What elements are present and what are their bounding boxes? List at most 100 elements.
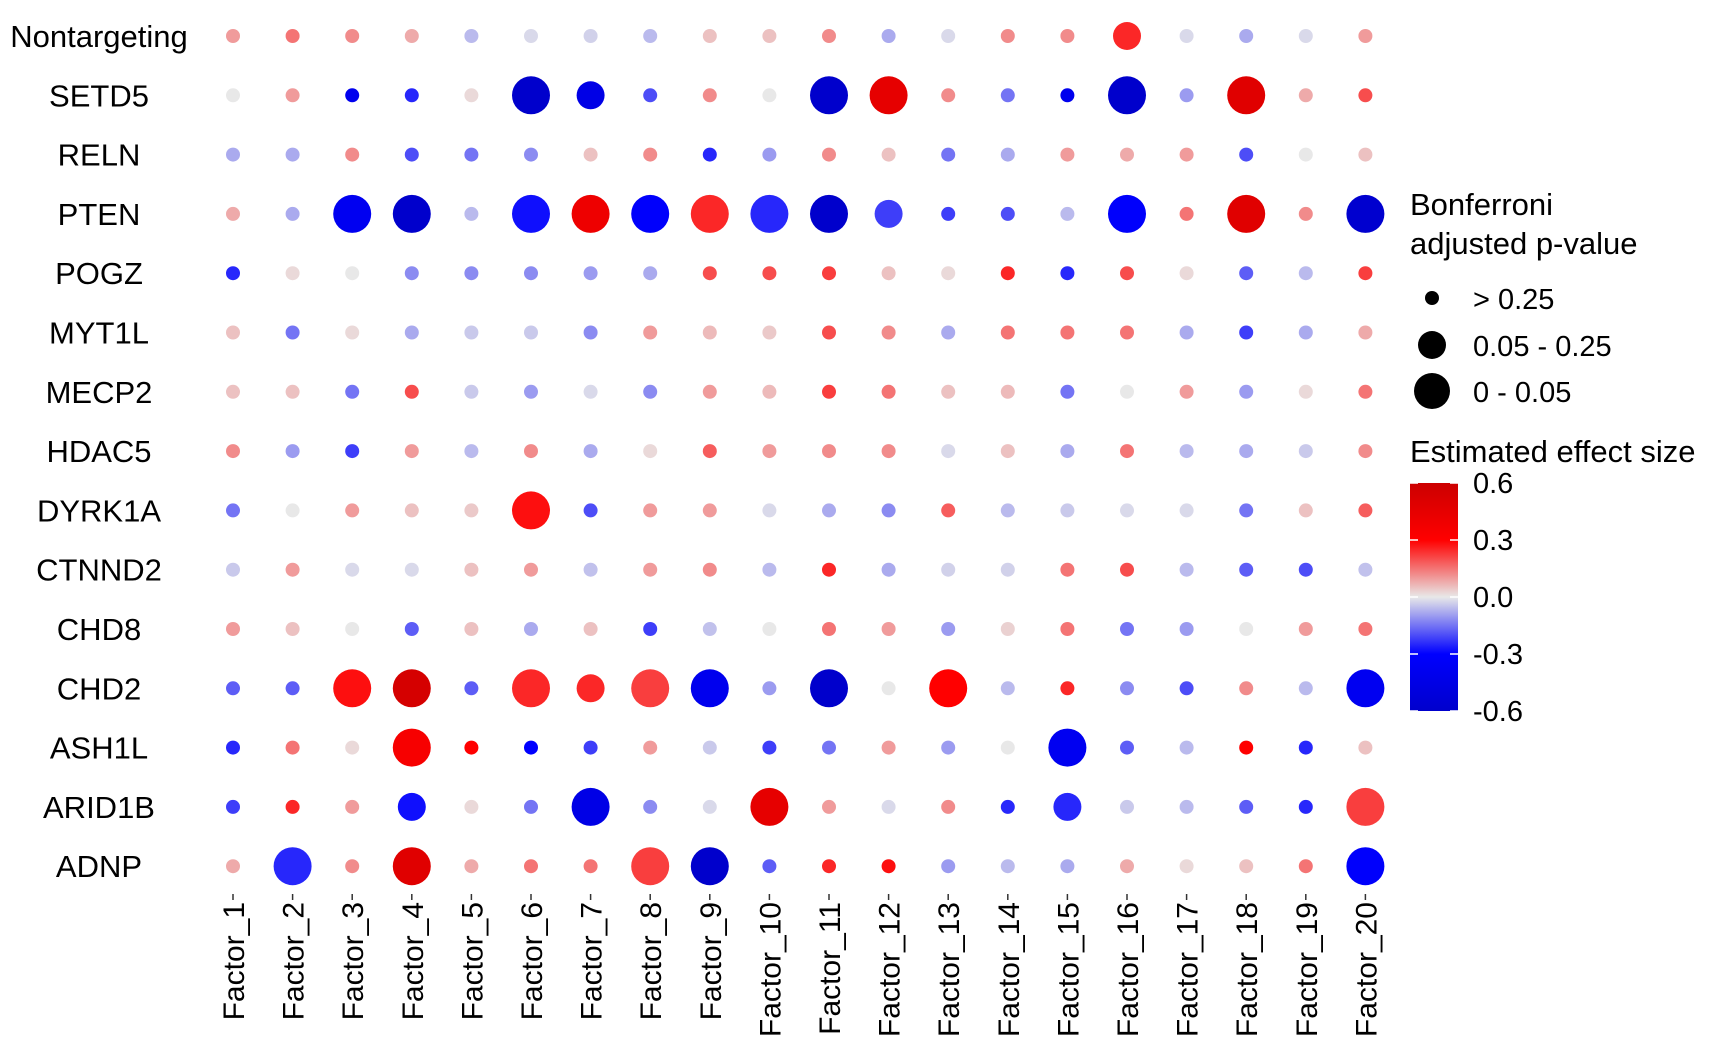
dot-ADNP-Factor_6 [524,859,538,874]
dot-ARID1B-Factor_13 [941,799,956,814]
dot-RELN-Factor_19 [1298,147,1313,162]
dot-HDAC5-Factor_9 [702,444,717,459]
color-legend-ticks: 0.6 0.3 0.0 -0.3 -0.6 [1410,468,1523,728]
dot-MYT1L-Factor_20 [1358,325,1373,340]
color-legend-tick-label: 0.3 [1473,525,1513,557]
dot-ASH1L-Factor_14 [1000,740,1015,755]
dot-ARID1B-Factor_3 [345,799,360,814]
dot-CTNND2-Factor_17 [1179,562,1194,577]
size-legend-label-large: 0 - 0.05 [1473,377,1571,409]
dot-MYT1L-Factor_4 [404,325,419,340]
dot-Nontargeting-Factor_2 [285,29,300,43]
dot-PTEN-Factor_11 [810,194,848,233]
row-label: ASH1L [50,731,148,766]
dot-CHD8-Factor_14 [1000,622,1015,636]
dot-Nontargeting-Factor_5 [464,29,479,43]
dot-CTNND2-Factor_4 [404,562,419,577]
dot-CTNND2-Factor_14 [1000,562,1015,577]
dot-CTNND2-Factor_6 [524,562,538,577]
column-label: Factor_16 [1112,902,1145,1037]
dot-MYT1L-Factor_12 [881,325,896,340]
dot-MYT1L-Factor_5 [464,325,479,340]
dot-ADNP-Factor_19 [1298,859,1313,874]
dot-CHD8-Factor_20 [1358,622,1373,636]
dot-DYRK1A-Factor_15 [1060,503,1075,518]
dot-SETD5-Factor_2 [285,88,300,103]
dot-HDAC5-Factor_2 [285,444,300,459]
dot-ADNP-Factor_4 [392,847,431,886]
dot-SETD5-Factor_9 [702,88,717,103]
dot-SETD5-Factor_12 [869,76,908,115]
dot-HDAC5-Factor_7 [583,444,598,459]
dot-POGZ-Factor_3 [345,266,360,281]
dot-DYRK1A-Factor_9 [702,503,717,518]
dot-ADNP-Factor_17 [1179,859,1194,874]
dot-MYT1L-Factor_17 [1179,325,1194,340]
dot-CHD8-Factor_11 [822,622,836,636]
dot-POGZ-Factor_8 [643,266,658,281]
dot-MECP2-Factor_17 [1179,384,1194,399]
dot-RELN-Factor_6 [524,147,538,162]
dot-CTNND2-Factor_7 [583,562,598,577]
dot-PTEN-Factor_14 [1000,206,1015,221]
dot-CHD8-Factor_4 [404,622,419,636]
column-label: Factor_2 [278,902,311,1020]
dot-CHD2-Factor_6 [512,669,550,708]
dot-ASH1L-Factor_7 [583,740,598,755]
dot-ASH1L-Factor_17 [1179,740,1194,755]
dot-MECP2-Factor_15 [1060,384,1075,399]
dot-ADNP-Factor_16 [1120,859,1134,874]
dot-MECP2-Factor_3 [345,384,360,399]
dot-MYT1L-Factor_1 [226,325,240,340]
dot-SETD5-Factor_8 [643,88,658,103]
column-label: Factor_20 [1350,902,1383,1037]
dot-POGZ-Factor_4 [404,266,419,281]
dot-DYRK1A-Factor_6 [512,491,550,530]
dot-Nontargeting-Factor_15 [1060,29,1075,43]
dot-MECP2-Factor_11 [822,384,836,399]
size-legend-label-small: > 0.25 [1473,284,1554,316]
column-label: Factor_7 [576,902,609,1020]
dot-SETD5-Factor_3 [345,88,360,103]
dot-ASH1L-Factor_2 [285,740,300,755]
dot-POGZ-Factor_20 [1358,266,1373,281]
dot-SETD5-Factor_17 [1179,88,1194,103]
dot-CHD2-Factor_4 [392,669,431,708]
dot-SETD5-Factor_10 [762,88,777,103]
dot-ASH1L-Factor_4 [392,728,431,767]
dot-HDAC5-Factor_13 [941,444,956,459]
dot-ADNP-Factor_11 [822,859,836,874]
dot-POGZ-Factor_9 [702,266,717,281]
dot-MYT1L-Factor_18 [1239,325,1254,340]
dot-Nontargeting-Factor_4 [404,29,419,43]
dot-DYRK1A-Factor_7 [583,503,598,518]
dot-CHD2-Factor_15 [1060,681,1075,696]
dot-ASH1L-Factor_6 [524,740,538,755]
dot-ASH1L-Factor_1 [226,740,240,755]
dot-CHD2-Factor_19 [1298,681,1313,696]
dot-RELN-Factor_20 [1358,147,1373,162]
dot-MYT1L-Factor_13 [941,325,956,340]
dot-CTNND2-Factor_1 [226,562,240,577]
dot-Nontargeting-Factor_8 [643,29,658,43]
dot-HDAC5-Factor_5 [464,444,479,459]
dot-POGZ-Factor_17 [1179,266,1194,281]
dot-PTEN-Factor_17 [1179,206,1194,221]
column-label: Factor_13 [933,902,966,1037]
dot-Nontargeting-Factor_11 [822,29,836,43]
dot-CHD2-Factor_14 [1000,681,1015,696]
dot-CTNND2-Factor_9 [702,562,717,577]
dot-HDAC5-Factor_10 [762,444,777,459]
column-label: Factor_9 [695,902,728,1020]
dot-CHD8-Factor_10 [762,622,777,636]
dot-CHD2-Factor_17 [1179,681,1194,696]
dot-PTEN-Factor_8 [631,194,670,233]
size-legend: Bonferroni adjusted p-value > 0.25 0.05 … [1410,187,1638,409]
dot-CTNND2-Factor_19 [1298,562,1313,577]
column-label: Factor_6 [516,902,549,1020]
dot-DYRK1A-Factor_1 [226,503,240,518]
dot-DYRK1A-Factor_19 [1298,503,1313,518]
dot-PTEN-Factor_4 [392,194,431,233]
dot-POGZ-Factor_7 [583,266,598,281]
dot-POGZ-Factor_6 [524,266,538,281]
